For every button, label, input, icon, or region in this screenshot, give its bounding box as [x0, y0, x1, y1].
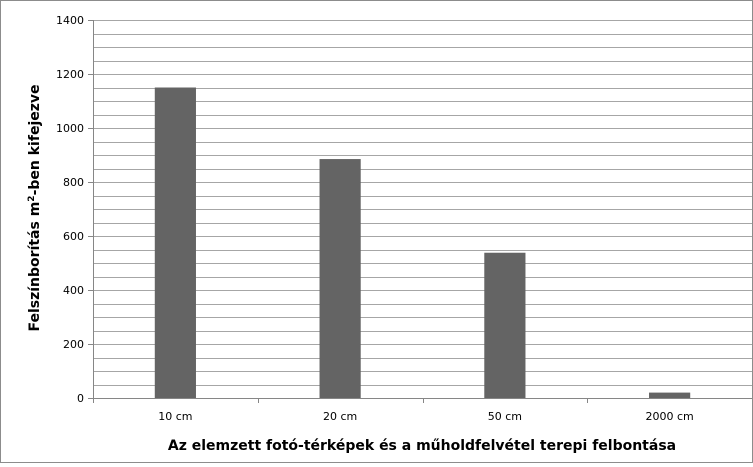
y-tick-label: 200 [63, 338, 84, 351]
x-axis-title: Az elemzett fotó-térképek és a műholdfel… [168, 438, 676, 454]
y-axis-title-prefix: Felszínborítás m [27, 202, 43, 332]
axes [88, 20, 753, 403]
bar-20-cm [319, 159, 361, 398]
x-tick-label: 20 cm [323, 410, 357, 423]
y-tick-label: 1400 [56, 14, 84, 27]
y-axis-title-suffix: -ben kifejezve [27, 84, 43, 195]
y-tick-label: 1200 [56, 68, 84, 81]
bar-50-cm [484, 252, 526, 398]
y-tick-label: 400 [63, 284, 84, 297]
bars [154, 87, 691, 398]
y-axis-title: Felszínborítás m2-ben kifejezve [27, 84, 43, 331]
y-tick-label: 1000 [56, 122, 84, 135]
y-tick-label: 600 [63, 230, 84, 243]
y-axis-title-superscript: 2 [27, 195, 37, 201]
x-tick-label: 2000 cm [645, 410, 693, 423]
y-tick-label: 0 [77, 392, 84, 405]
bar-10-cm [154, 87, 196, 398]
x-tick-labels: 10 cm 20 cm 50 cm 2000 cm [158, 410, 694, 423]
gridlines [93, 20, 752, 386]
y-tick-label: 800 [63, 176, 84, 189]
y-tick-labels: 0 200 400 600 800 1000 1200 1400 [56, 14, 84, 405]
x-tick-label: 10 cm [158, 410, 192, 423]
x-tick-label: 50 cm [488, 410, 522, 423]
bar-2000-cm [649, 392, 691, 398]
